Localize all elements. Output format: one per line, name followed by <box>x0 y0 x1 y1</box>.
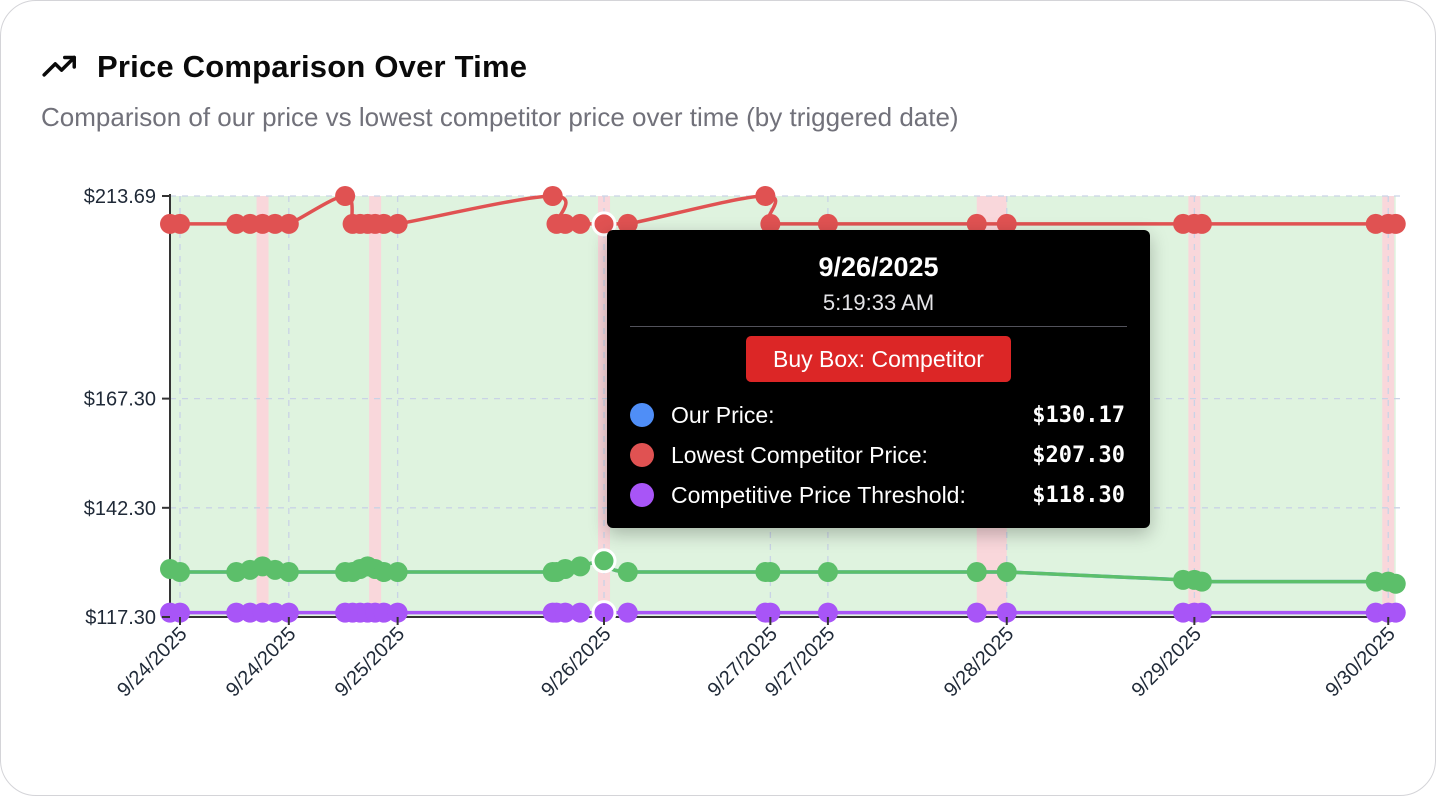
chart-tooltip: 9/26/2025 5:19:33 AM Buy Box: Competitor… <box>607 230 1150 528</box>
our-price-point <box>555 558 576 579</box>
competitor-price-point <box>387 213 408 234</box>
our-price-point <box>591 548 617 574</box>
y-tick-label: $117.30 <box>85 607 156 629</box>
chart-subtitle: Comparison of our price vs lowest compet… <box>41 102 959 132</box>
our-price-point <box>1191 571 1212 592</box>
threshold-point <box>966 602 987 623</box>
tooltip-time: 5:19:33 AM <box>822 290 935 315</box>
our-price-point <box>387 562 408 583</box>
y-tick-label: $213.69 <box>84 186 156 208</box>
tooltip-date: 9/26/2025 <box>818 252 939 282</box>
buy-box-badge: Buy Box: Competitor <box>746 336 1011 382</box>
our-price-point <box>278 562 299 583</box>
x-tick-label: 9/30/2025 <box>1321 623 1399 701</box>
competitor-price-swatch <box>630 443 654 467</box>
threshold-point <box>265 602 286 623</box>
y-tick-label: $167.30 <box>84 389 156 411</box>
competitor-price-point <box>265 213 286 234</box>
competitor-price-point <box>373 213 394 234</box>
threshold-swatch <box>630 483 654 507</box>
our-price-point <box>996 562 1017 583</box>
threshold-point <box>617 602 638 623</box>
our-price-point <box>170 562 191 583</box>
our-price-point <box>817 562 838 583</box>
competitor-price-point <box>617 213 638 234</box>
our-price-point <box>760 562 781 583</box>
competitor-price-point <box>555 213 576 234</box>
tooltip-row-value: $118.30 <box>1032 482 1125 508</box>
threshold-point <box>1191 602 1212 623</box>
threshold-point <box>555 602 576 623</box>
buy-box-competitor-band <box>256 196 269 617</box>
our-price-point <box>966 562 987 583</box>
threshold-point <box>996 602 1017 623</box>
competitor-price-point <box>226 213 247 234</box>
tooltip-row-our-price: Our Price: $130.17 <box>630 400 1125 430</box>
threshold-point <box>278 602 299 623</box>
card-header: Price Comparison Over Time <box>41 48 527 86</box>
our-price-point <box>373 562 394 583</box>
competitor-price-point <box>1191 213 1212 234</box>
threshold-point <box>170 602 191 623</box>
buy-box-competitor-band <box>1382 196 1395 617</box>
y-tick-label: $142.30 <box>84 498 156 520</box>
x-tick-label: 9/24/2025 <box>113 623 191 701</box>
threshold-point <box>387 602 408 623</box>
tooltip-row-threshold: Competitive Price Threshold: $118.30 <box>630 480 1125 510</box>
our-price-point <box>1385 573 1406 594</box>
chart-title: Price Comparison Over Time <box>97 49 528 84</box>
x-tick-label: 9/29/2025 <box>1127 623 1205 701</box>
threshold-point <box>373 602 394 623</box>
threshold-point <box>817 602 838 623</box>
tooltip-row-label: Competitive Price Threshold: <box>671 481 966 508</box>
tooltip-row-competitor-price: Lowest Competitor Price: $207.30 <box>630 440 1125 470</box>
tooltip-divider <box>630 326 1127 327</box>
competitor-price-point <box>760 213 781 234</box>
buy-box-competitor-band <box>369 196 382 617</box>
tooltip-row-value: $207.30 <box>1032 442 1125 468</box>
competitor-price-point <box>996 213 1017 234</box>
competitor-price-point <box>335 186 356 206</box>
x-tick-label: 9/26/2025 <box>537 623 615 701</box>
our-price-point <box>617 562 638 583</box>
threshold-point <box>1385 602 1406 623</box>
competitor-price-point <box>1385 213 1406 234</box>
our-price-swatch <box>630 403 654 427</box>
buy-box-competitor-band <box>1188 196 1201 617</box>
competitor-price-point <box>278 213 299 234</box>
threshold-point <box>226 602 247 623</box>
competitor-price-point <box>966 213 987 234</box>
tooltip-row-value: $130.17 <box>1032 402 1125 428</box>
x-tick-label: 9/25/2025 <box>331 623 409 701</box>
x-tick-label: 9/24/2025 <box>222 623 300 701</box>
x-tick-label: 9/28/2025 <box>940 623 1018 701</box>
competitor-price-point <box>755 186 776 206</box>
competitor-price-point <box>170 213 191 234</box>
competitor-price-point <box>591 211 617 237</box>
threshold-point <box>760 602 781 623</box>
tooltip-row-label: Lowest Competitor Price: <box>671 441 928 468</box>
competitor-price-point <box>570 213 591 234</box>
trending-up-icon <box>42 55 76 77</box>
competitor-price-point <box>817 213 838 234</box>
competitor-price-point <box>542 186 563 206</box>
threshold-point <box>570 602 591 623</box>
tooltip-row-label: Our Price: <box>671 401 775 428</box>
our-price-point <box>570 556 591 577</box>
